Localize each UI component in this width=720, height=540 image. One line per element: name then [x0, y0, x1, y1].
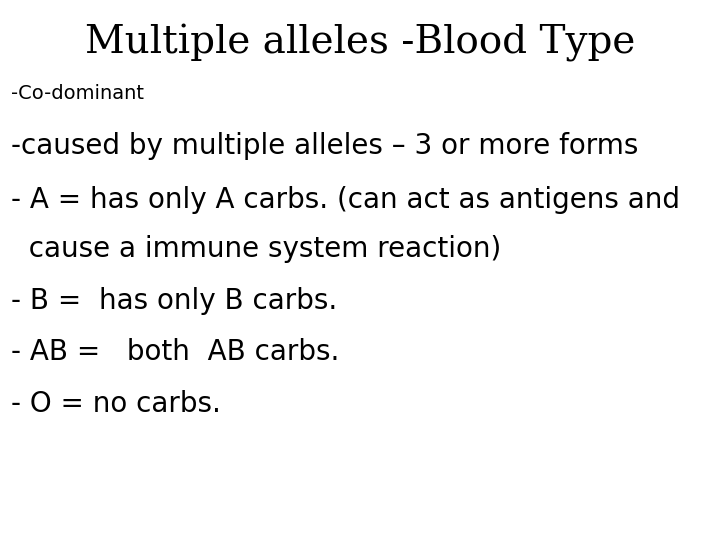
Text: -Co-dominant: -Co-dominant [11, 84, 144, 103]
Text: - A = has only A carbs. (can act as antigens and: - A = has only A carbs. (can act as anti… [11, 186, 680, 214]
Text: -caused by multiple alleles – 3 or more forms: -caused by multiple alleles – 3 or more … [11, 132, 638, 160]
Text: Multiple alleles -Blood Type: Multiple alleles -Blood Type [85, 24, 635, 62]
Text: - B =  has only B carbs.: - B = has only B carbs. [11, 287, 337, 315]
Text: cause a immune system reaction): cause a immune system reaction) [11, 235, 501, 263]
Text: - AB =   both  AB carbs.: - AB = both AB carbs. [11, 338, 339, 366]
Text: - O = no carbs.: - O = no carbs. [11, 390, 220, 418]
